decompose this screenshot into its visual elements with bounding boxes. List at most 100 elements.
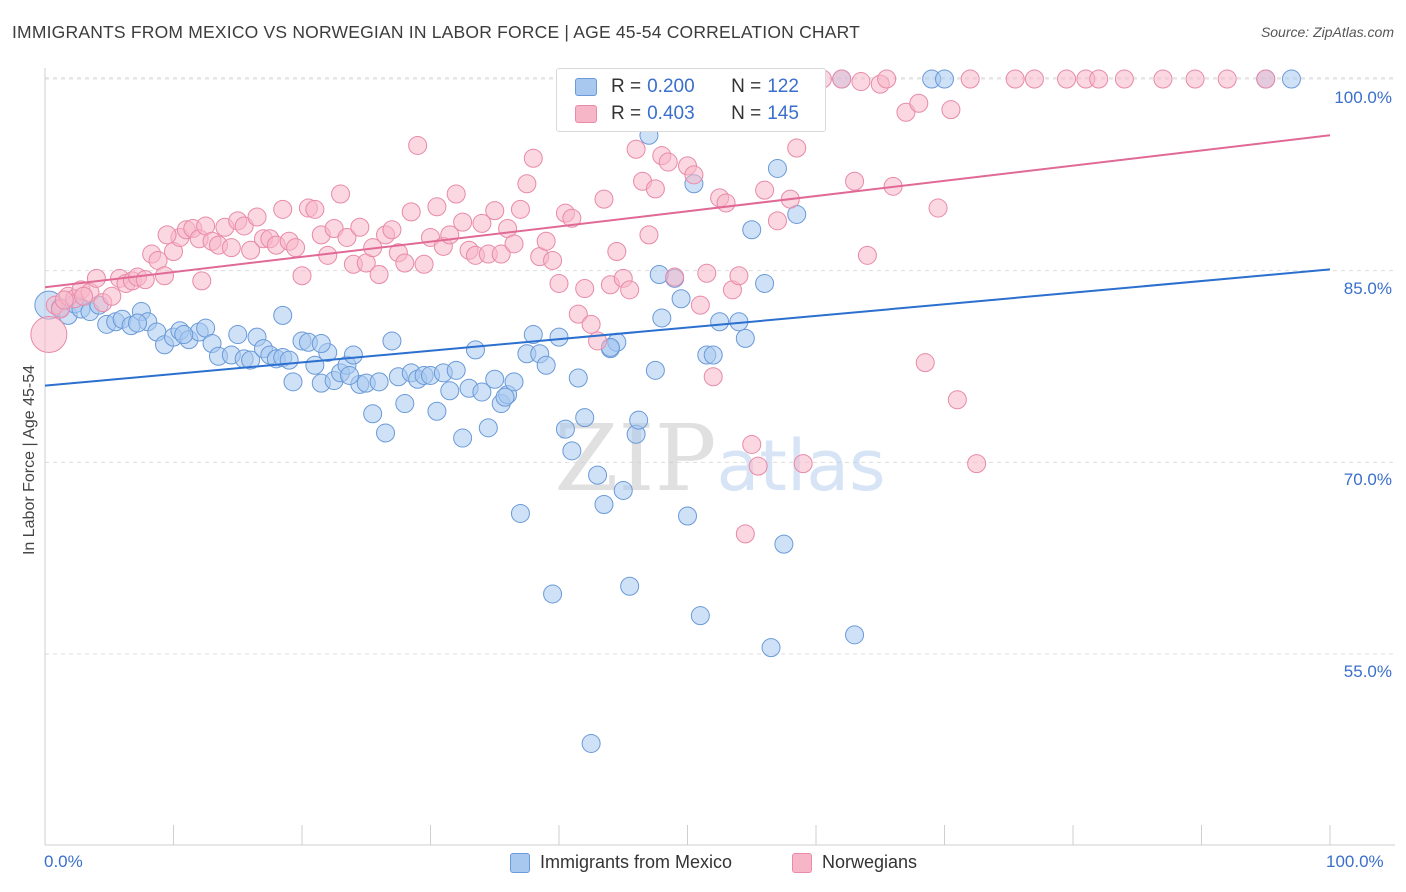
point-norwegians (273, 199, 293, 219)
point-norwegians (1057, 69, 1077, 89)
point-mexico (510, 503, 530, 523)
point-norwegians (86, 268, 106, 288)
stats-row-mexico: R = 0.200 N = 122 (575, 75, 799, 99)
stats-swatch-mexico (575, 78, 597, 96)
legend-swatch-mexico (510, 852, 530, 873)
point-norwegians (658, 152, 678, 172)
point-mexico (241, 350, 261, 370)
legend-swatch-norwegians (792, 852, 812, 873)
point-norwegians (1217, 69, 1237, 89)
y-tick-label-70: 70.0% (1343, 470, 1392, 489)
point-norwegians (30, 316, 68, 354)
point-mexico (703, 345, 723, 365)
point-norwegians (286, 238, 306, 258)
point-mexico (710, 312, 730, 332)
point-norwegians (155, 266, 175, 286)
point-norwegians (536, 231, 556, 251)
point-mexico (629, 410, 649, 430)
point-norwegians (1185, 69, 1205, 89)
point-norwegians (877, 69, 897, 89)
point-norwegians (549, 273, 569, 293)
point-mexico (555, 419, 575, 439)
stats-r-value: 0.200 (647, 76, 695, 97)
point-norwegians (748, 456, 768, 476)
point-norwegians (742, 434, 762, 454)
point-mexico (735, 328, 755, 348)
point-mexico (774, 534, 794, 554)
point-norwegians (851, 72, 871, 92)
point-mexico (311, 334, 331, 353)
point-norwegians (446, 184, 466, 204)
point-mexico (613, 480, 633, 500)
point-norwegians (928, 198, 948, 218)
point-norwegians (1024, 69, 1044, 89)
point-mexico (549, 327, 569, 347)
point-mexico (446, 360, 466, 380)
point-mexico (174, 325, 194, 345)
point-mexico (652, 308, 672, 328)
legend-label-mexico: Immigrants from Mexico (540, 852, 733, 872)
point-mexico (645, 360, 665, 380)
point-norwegians (716, 193, 736, 213)
x-tick-label-min: 0.0% (44, 852, 83, 871)
point-norwegians (491, 244, 511, 264)
point-mexico (620, 576, 640, 596)
point-norwegians (414, 254, 434, 274)
stats-n-value: 122 (767, 76, 799, 97)
point-mexico (588, 465, 608, 485)
point-norwegians (221, 238, 241, 258)
point-mexico (478, 418, 498, 438)
point-norwegians (1089, 69, 1109, 89)
legend-label-norwegians: Norwegians (822, 852, 918, 872)
point-norwegians (967, 454, 987, 474)
point-norwegians (960, 69, 980, 89)
trendline-norwegians (44, 134, 1331, 289)
point-mexico (935, 69, 954, 89)
stats-r-label: R = (611, 103, 642, 124)
stats-n-label: N = (731, 76, 762, 97)
point-norwegians (241, 240, 261, 260)
point-norwegians (395, 253, 415, 273)
point-norwegians (382, 220, 402, 240)
point-norwegians (350, 217, 370, 237)
point-norwegians (305, 199, 325, 219)
point-mexico (340, 365, 360, 385)
point-norwegians (575, 279, 595, 299)
point-norwegians (690, 295, 710, 315)
point-norwegians (427, 197, 447, 217)
point-norwegians (337, 227, 357, 247)
point-norwegians (369, 265, 389, 284)
point-norwegians (787, 138, 807, 158)
point-mexico (678, 506, 697, 526)
point-mexico (376, 423, 396, 443)
point-norwegians (947, 390, 967, 410)
point-mexico (495, 387, 515, 407)
point-norwegians (292, 266, 312, 286)
stats-swatch-norwegians (575, 105, 597, 123)
x-tick-label-max: 100.0% (1326, 852, 1384, 871)
point-norwegians (1114, 69, 1134, 89)
legend-item-mexico[interactable]: Immigrants from Mexico (510, 852, 732, 873)
point-mexico (568, 368, 588, 388)
stats-r-value: 0.403 (647, 103, 695, 124)
legend-item-norwegians[interactable]: Norwegians (792, 852, 917, 873)
point-norwegians (665, 267, 685, 287)
point-norwegians (510, 199, 530, 219)
y-tick-label-85: 85.0% (1343, 279, 1392, 298)
point-norwegians (472, 213, 492, 233)
point-norwegians (915, 353, 935, 373)
point-norwegians (135, 270, 155, 290)
point-norwegians (74, 286, 94, 306)
point-norwegians (697, 263, 717, 283)
point-norwegians (626, 139, 646, 159)
point-norwegians (408, 135, 428, 155)
point-mexico (128, 313, 148, 333)
point-norwegians (735, 524, 755, 544)
point-mexico (562, 441, 582, 461)
point-mexico (485, 369, 505, 389)
point-mexico (395, 394, 415, 414)
point-mexico (427, 401, 447, 421)
point-mexico (504, 372, 524, 392)
point-norwegians (729, 266, 749, 286)
